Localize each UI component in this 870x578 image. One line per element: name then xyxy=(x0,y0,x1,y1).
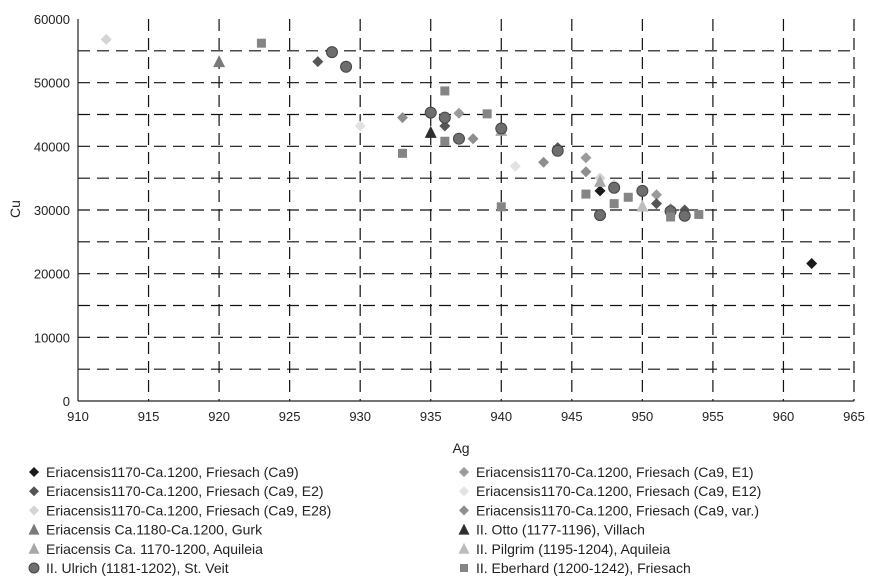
data-point xyxy=(440,86,450,96)
x-tick-label: 930 xyxy=(349,409,371,424)
legend-marker xyxy=(458,523,470,535)
data-point xyxy=(439,120,451,132)
data-point xyxy=(213,55,226,68)
data-point xyxy=(482,109,492,119)
legend-marker xyxy=(28,562,40,574)
data-point xyxy=(397,112,409,124)
x-tick-label: 915 xyxy=(138,409,160,424)
x-tick-label: 965 xyxy=(843,409,865,424)
data-point xyxy=(594,185,606,197)
data-point xyxy=(452,132,465,145)
data-point xyxy=(594,174,607,187)
legend-label: Eriacensis1170-Ca.1200, Friesach (Ca9) xyxy=(46,464,299,480)
y-tick-label: 20000 xyxy=(34,267,70,282)
data-point xyxy=(495,122,508,135)
data-point xyxy=(666,212,676,222)
legend-label: II. Ulrich (1181-1202), St. Veit xyxy=(46,560,229,576)
legend-marker xyxy=(28,542,40,554)
y-axis-title: Cu xyxy=(7,200,23,218)
data-point xyxy=(340,60,353,73)
data-point xyxy=(509,160,521,172)
y-tick-labels: 0 10000 20000 30000 40000 50000 60000 xyxy=(34,12,70,409)
data-point xyxy=(580,166,592,178)
data-point xyxy=(325,46,338,59)
legend-label: Eriacensis Ca.1180-Ca.1200, Gurk xyxy=(46,522,263,538)
data-point xyxy=(496,202,506,212)
legend-label: II. Eberhard (1200-1242), Friesach xyxy=(476,560,691,576)
data-point xyxy=(650,198,662,210)
legend-marker xyxy=(29,467,39,477)
data-point xyxy=(453,107,465,119)
grid xyxy=(78,19,855,401)
data-point xyxy=(608,181,621,194)
data-point xyxy=(312,56,324,68)
data-point xyxy=(256,38,266,48)
data-point xyxy=(438,111,451,124)
data-point xyxy=(440,136,450,146)
y-tick-label: 10000 xyxy=(34,330,70,345)
legend-label: Eriacensis1170-Ca.1200, Friesach (Ca9, v… xyxy=(476,502,759,518)
data-point xyxy=(650,189,662,201)
x-tick-label: 950 xyxy=(632,409,654,424)
y-tick-label: 30000 xyxy=(34,203,70,218)
data-point xyxy=(678,209,691,222)
y-tick-label: 50000 xyxy=(34,76,70,91)
legend: Eriacensis1170-Ca.1200, Friesach (Ca9) Er… xyxy=(28,464,761,576)
legend-label: Eriacensis1170-Ca.1200, Friesach (Ca9, E… xyxy=(476,464,754,480)
data-point xyxy=(636,184,649,197)
legend-marker xyxy=(460,564,468,572)
x-tick-label: 935 xyxy=(420,409,442,424)
data-point xyxy=(424,125,437,138)
x-axis-title: Ag xyxy=(452,440,469,456)
data-point xyxy=(580,152,592,164)
legend-label: Eriacensis1170-Ca.1200, Friesach (Ca9, E… xyxy=(46,502,331,518)
x-tick-labels: 910 915 920 925 930 935 940 945 950 955 960 965 xyxy=(67,409,865,424)
data-point xyxy=(538,156,550,168)
legend-label: Eriacensis1170-Ca.1200, Friesach (Ca9, E… xyxy=(476,483,761,499)
data-point xyxy=(609,199,619,209)
y-tick-label: 60000 xyxy=(34,12,70,27)
legend-marker xyxy=(459,467,469,477)
legend-marker xyxy=(459,505,469,516)
y-tick-label: 40000 xyxy=(34,139,70,154)
legend-marker xyxy=(29,486,39,497)
data-points xyxy=(100,33,818,269)
data-point xyxy=(806,257,818,269)
legend-marker xyxy=(458,542,470,554)
data-point xyxy=(636,199,649,212)
data-point xyxy=(424,106,437,119)
data-point xyxy=(398,148,408,158)
data-point xyxy=(551,144,564,157)
x-tick-label: 945 xyxy=(561,409,583,424)
x-tick-label: 960 xyxy=(773,409,795,424)
legend-label: II. Pilgrim (1195-1204), Aquileia xyxy=(476,541,670,557)
legend-label: Eriacensis Ca. 1170-1200, Aquileia xyxy=(46,541,263,557)
legend-marker xyxy=(459,486,469,497)
x-tick-label: 910 xyxy=(67,409,89,424)
x-tick-label: 920 xyxy=(208,409,230,424)
legend-marker xyxy=(28,523,40,535)
axes xyxy=(77,19,854,402)
legend-label: Eriacensis1170-Ca.1200, Friesach (Ca9, E… xyxy=(46,483,324,499)
x-tick-label: 955 xyxy=(702,409,724,424)
x-tick-label: 925 xyxy=(279,409,301,424)
data-point xyxy=(623,192,633,202)
data-point xyxy=(354,120,366,132)
data-point xyxy=(467,133,479,145)
data-point xyxy=(694,209,704,219)
data-point xyxy=(581,189,591,199)
data-point xyxy=(594,209,607,222)
legend-marker xyxy=(29,505,39,516)
y-tick-label: 0 xyxy=(63,394,70,409)
x-tick-label: 940 xyxy=(490,409,512,424)
legend-label: II. Otto (1177-1196), Villach xyxy=(476,522,645,538)
data-point xyxy=(100,33,112,45)
